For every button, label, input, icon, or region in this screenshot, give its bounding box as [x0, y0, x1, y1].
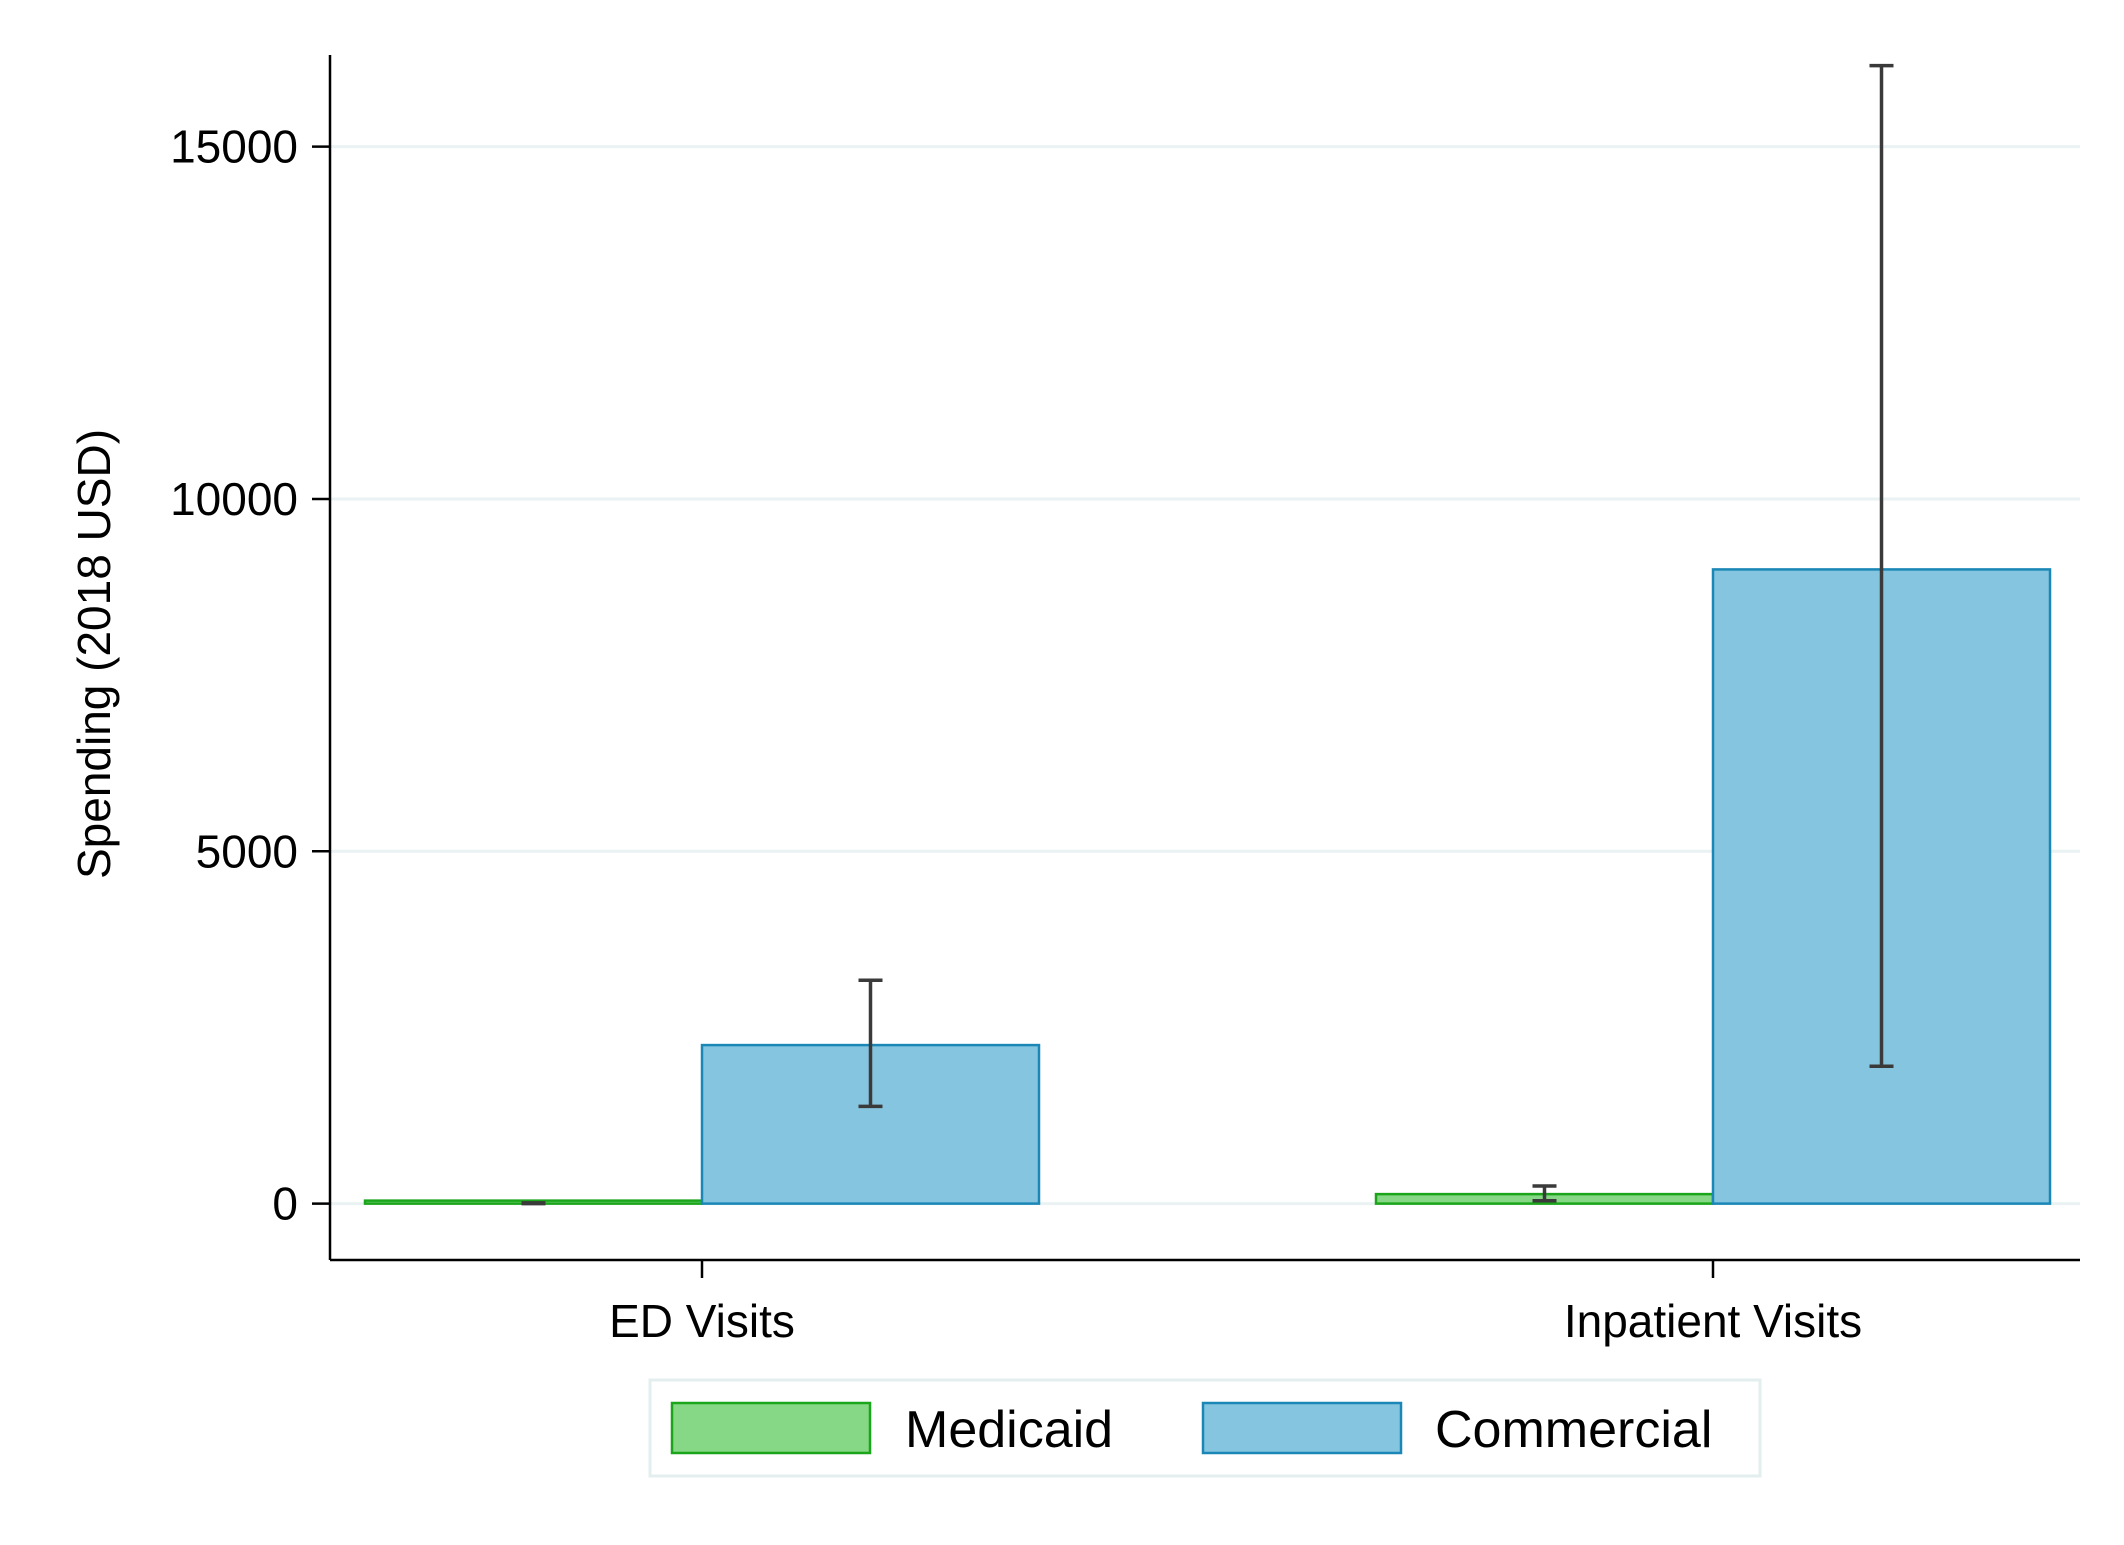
y-tick-label: 10000	[170, 473, 298, 525]
y-tick-label: 5000	[196, 825, 298, 877]
x-tick-label: Inpatient Visits	[1564, 1295, 1862, 1347]
errorbar-commercial-0	[858, 978, 883, 1109]
y-axis-title: Spending (2018 USD)	[68, 429, 120, 879]
x-axis-ticks: ED Visits Inpatient Visits	[609, 1260, 1862, 1347]
errorbar-commercial-1	[1869, 63, 1894, 1068]
error-bars	[521, 63, 1894, 1206]
y-axis-ticks: 0 5000 10000 15000	[170, 121, 330, 1230]
legend-swatch-commercial	[1201, 1401, 1403, 1455]
y-tick-label: 15000	[170, 121, 298, 173]
y-tick-label: 0	[272, 1178, 298, 1230]
bars	[363, 568, 2052, 1205]
legend: Medicaid Commercial	[648, 1378, 1762, 1478]
legend-label-commercial: Commercial	[1435, 1401, 1712, 1459]
errorbar-medicaid-1	[1532, 1184, 1557, 1203]
axes	[328, 55, 2080, 1262]
x-tick-label: ED Visits	[609, 1295, 795, 1347]
legend-label-medicaid: Medicaid	[905, 1401, 1113, 1459]
legend-swatch-medicaid	[670, 1401, 872, 1455]
errorbar-medicaid-0	[521, 1201, 546, 1206]
